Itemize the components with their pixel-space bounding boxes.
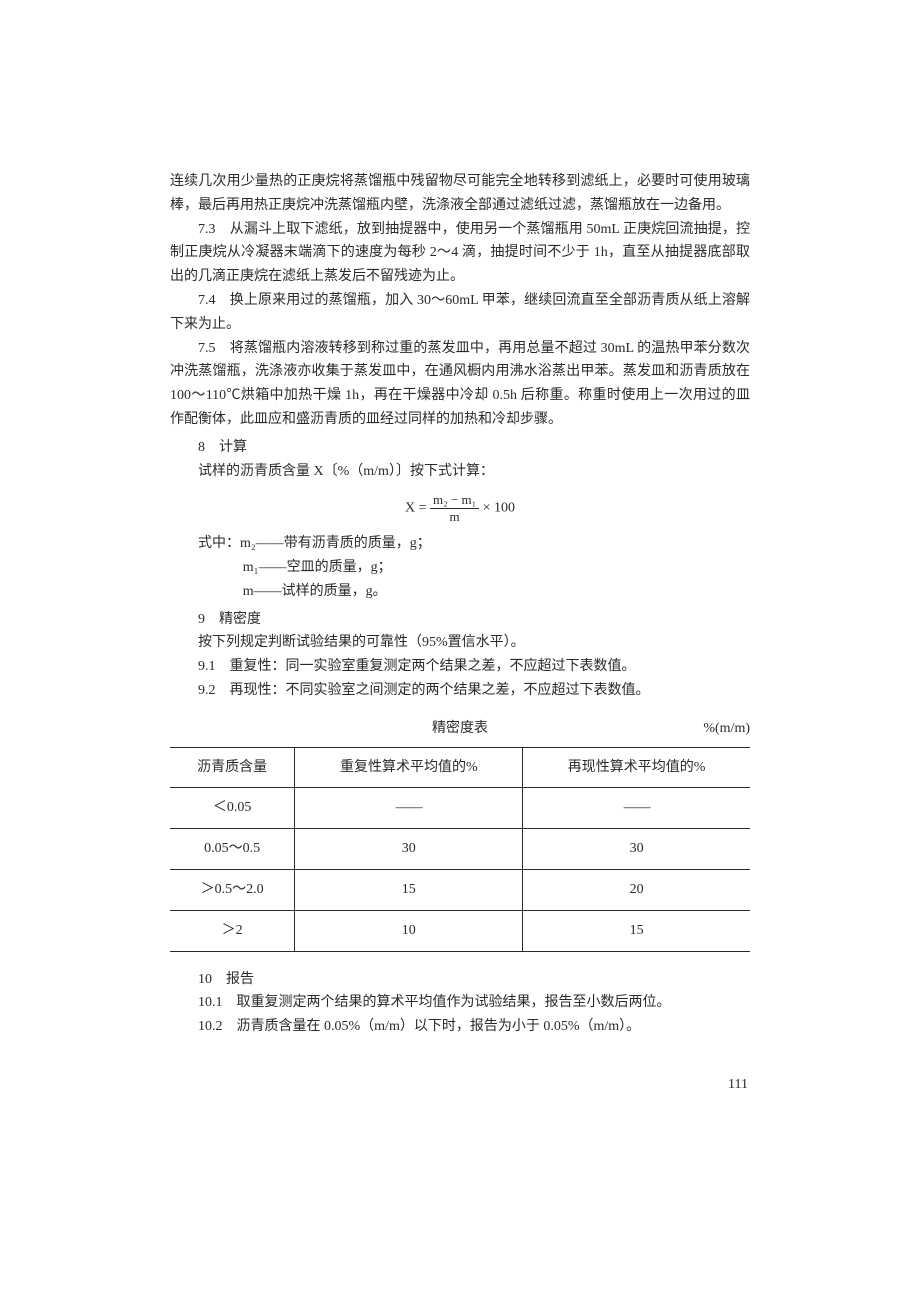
cell: 0.05～0.5 — [170, 829, 295, 870]
section-10-heading: 10 报告 — [170, 968, 750, 992]
table-row: ＞0.5～2.0 15 20 — [170, 870, 750, 911]
cell: ＞0.5～2.0 — [170, 870, 295, 911]
formula-denominator: m — [430, 509, 479, 525]
cell: 30 — [523, 829, 750, 870]
clause-9-1: 9.1 重复性：同一实验室重复测定两个结果之差，不应超过下表数值。 — [170, 655, 750, 679]
precision-table: 沥青质含量 重复性算术平均值的% 再现性算术平均值的% ＜0.05 —— —— … — [170, 747, 750, 952]
col-repeatability: 重复性算术平均值的% — [295, 747, 523, 788]
section-9-heading: 9 精密度 — [170, 608, 750, 632]
formula-lhs: X = — [405, 501, 427, 516]
clause-7-5: 7.5 将蒸馏瓶内溶液转移到称过重的蒸发皿中，再用总量不超过 30mL 的温热甲… — [170, 337, 750, 432]
cell: 15 — [295, 870, 523, 911]
where-m2: 式中：m₂——带有沥青质的质量，g； — [170, 532, 750, 556]
clause-7-3: 7.3 从漏斗上取下滤纸，放到抽提器中，使用另一个蒸馏瓶用 50mL 正庚烷回流… — [170, 218, 750, 289]
section-9-text: 按下列规定判断试验结果的可靠性（95%置信水平）。 — [170, 631, 750, 655]
formula-block: X = m₂ − m₁ m × 100 — [170, 493, 750, 524]
formula-tail: × 100 — [483, 501, 515, 516]
cell: 30 — [295, 829, 523, 870]
cell: 20 — [523, 870, 750, 911]
cell: —— — [295, 788, 523, 829]
table-row: ＜0.05 —— —— — [170, 788, 750, 829]
cell: ＞2 — [170, 910, 295, 951]
cell: 15 — [523, 910, 750, 951]
table-title-row: 精密度表 %(m/m) — [170, 717, 750, 741]
clause-9-2: 9.2 再现性：不同实验室之间测定的两个结果之差，不应超过下表数值。 — [170, 679, 750, 703]
cell: —— — [523, 788, 750, 829]
clause-10-1: 10.1 取重复测定两个结果的算术平均值作为试验结果，报告至小数后两位。 — [170, 991, 750, 1015]
col-reproducibility: 再现性算术平均值的% — [523, 747, 750, 788]
where-m: m——试样的质量，g。 — [170, 580, 750, 604]
table-row: 0.05～0.5 30 30 — [170, 829, 750, 870]
paragraph-continuation: 连续几次用少量热的正庚烷将蒸馏瓶中残留物尽可能完全地转移到滤纸上，必要时可使用玻… — [170, 170, 750, 218]
clause-7-4: 7.4 换上原来用过的蒸馏瓶，加入 30～60mL 甲苯，继续回流直至全部沥青质… — [170, 289, 750, 337]
table-unit: %(m/m) — [703, 717, 750, 741]
cell: 10 — [295, 910, 523, 951]
clause-10-2: 10.2 沥青质含量在 0.05%（m/m）以下时，报告为小于 0.05%（m/… — [170, 1015, 750, 1039]
table-row: ＞2 10 15 — [170, 910, 750, 951]
section-8-text: 试样的沥青质含量 X〔%（m/m）〕按下式计算： — [170, 460, 750, 484]
col-asphaltene: 沥青质含量 — [170, 747, 295, 788]
page-number: 111 — [170, 1073, 750, 1097]
formula-fraction: m₂ − m₁ m — [430, 493, 479, 524]
cell: ＜0.05 — [170, 788, 295, 829]
section-8-heading: 8 计算 — [170, 436, 750, 460]
table-header-row: 沥青质含量 重复性算术平均值的% 再现性算术平均值的% — [170, 747, 750, 788]
where-m1: m₁——空皿的质量，g； — [170, 556, 750, 580]
formula-numerator: m₂ − m₁ — [430, 493, 479, 508]
page-body: 连续几次用少量热的正庚烷将蒸馏瓶中残留物尽可能完全地转移到滤纸上，必要时可使用玻… — [170, 170, 750, 1097]
table-title: 精密度表 — [432, 721, 488, 736]
